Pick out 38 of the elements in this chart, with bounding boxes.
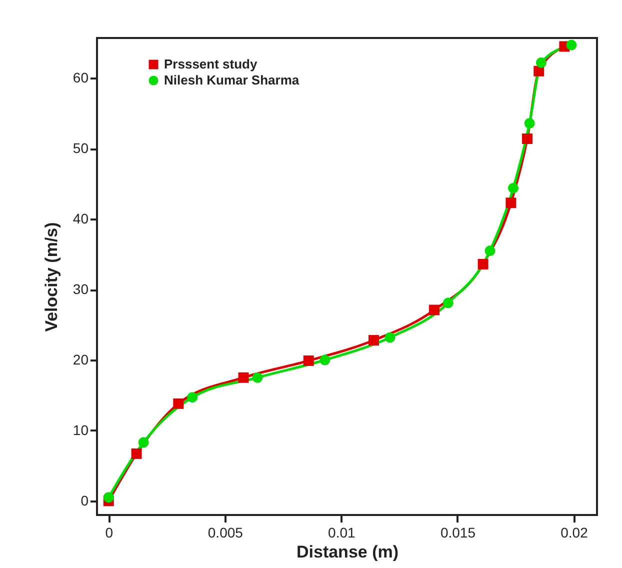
point [506, 198, 516, 208]
y-tick-label: 60 [72, 70, 89, 86]
x-tick-label: 0.015 [440, 524, 476, 540]
point [320, 354, 330, 366]
x-tick-label: 0.01 [328, 524, 356, 540]
point [428, 304, 440, 316]
point [384, 332, 396, 343]
point [478, 258, 488, 270]
point [566, 40, 577, 50]
point [368, 335, 379, 346]
y-axis-title: Velocity (m/s) [42, 222, 61, 332]
point [173, 398, 184, 409]
y-tick-label: 30 [72, 281, 89, 298]
x-tick-label: 0.005 [208, 524, 244, 540]
point [103, 492, 114, 503]
y-tick-label: 40 [72, 210, 89, 227]
point [442, 298, 454, 308]
y-tick-label: 10 [72, 422, 89, 438]
point [238, 372, 249, 383]
point [187, 392, 198, 403]
point [484, 246, 496, 256]
y-tick-label: 0 [80, 492, 89, 508]
point [522, 134, 532, 144]
point [131, 448, 142, 459]
point [508, 182, 519, 194]
y-tick-label: 20 [72, 351, 89, 368]
y-tick-label: 50 [72, 140, 89, 156]
point [534, 66, 544, 76]
point [138, 437, 149, 448]
x-axis-title: Distanse (m) [296, 542, 399, 562]
point [524, 118, 535, 128]
x-tick-label: 0 [105, 524, 114, 540]
legend-label: Nilesh Kumar Sharma [164, 72, 300, 88]
point [303, 355, 314, 366]
x-tick-label: 0.02 [560, 524, 588, 540]
point [252, 372, 263, 383]
point [536, 57, 546, 68]
legend-label: Prsssent study [164, 56, 258, 72]
